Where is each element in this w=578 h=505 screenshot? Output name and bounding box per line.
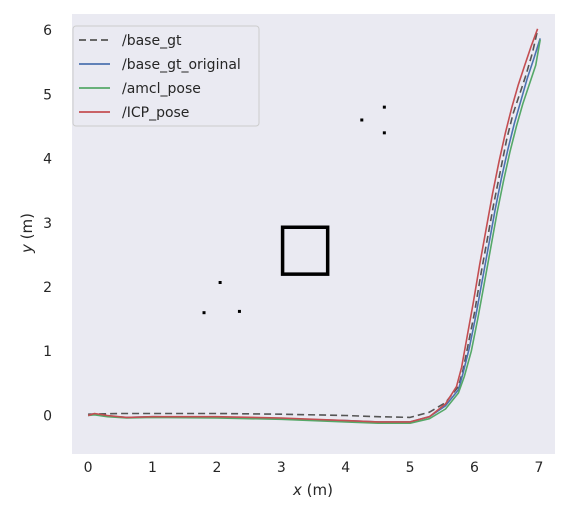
x-tick-label: 7 (534, 460, 543, 476)
obstacle-dot-3 (383, 131, 386, 134)
obstacle-dot-1 (360, 118, 363, 121)
y-tick-label: 6 (43, 23, 52, 39)
y-tick-label: 3 (43, 216, 52, 232)
y-tick-label: 2 (43, 280, 52, 296)
obstacle-dot-2 (383, 106, 386, 109)
legend-label-1: /base_gt_original (122, 57, 241, 73)
x-tick-label: 5 (406, 460, 415, 476)
x-tick-label: 1 (148, 460, 157, 476)
x-tick-label: 2 (212, 460, 221, 476)
legend-label-3: /ICP_pose (122, 105, 189, 121)
y-tick-label: 0 (43, 408, 52, 424)
y-tick-labels: 0 1 2 3 4 5 6 (43, 23, 52, 424)
obstacle-square (283, 227, 328, 274)
x-tick-label: 0 (84, 460, 93, 476)
y-axis-label: y (m) (18, 213, 36, 254)
x-axis-label: x (m) (292, 481, 333, 499)
legend-label-2: /amcl_pose (122, 81, 201, 97)
x-tick-label: 6 (470, 460, 479, 476)
obstacle-dot-5 (203, 311, 206, 314)
x-tick-labels: 0 1 2 3 4 5 6 7 (84, 460, 544, 476)
x-tick-label: 4 (341, 460, 350, 476)
x-tick-label: 3 (277, 460, 286, 476)
y-tick-label: 5 (43, 87, 52, 103)
obstacle-dot-6 (238, 310, 241, 313)
y-tick-label: 4 (43, 152, 52, 168)
y-tick-label: 1 (43, 344, 52, 360)
legend-label-0: /base_gt (122, 33, 182, 49)
obstacle-dot-4 (219, 281, 222, 284)
legend: /base_gt/base_gt_original/amcl_pose/ICP_… (73, 26, 259, 126)
